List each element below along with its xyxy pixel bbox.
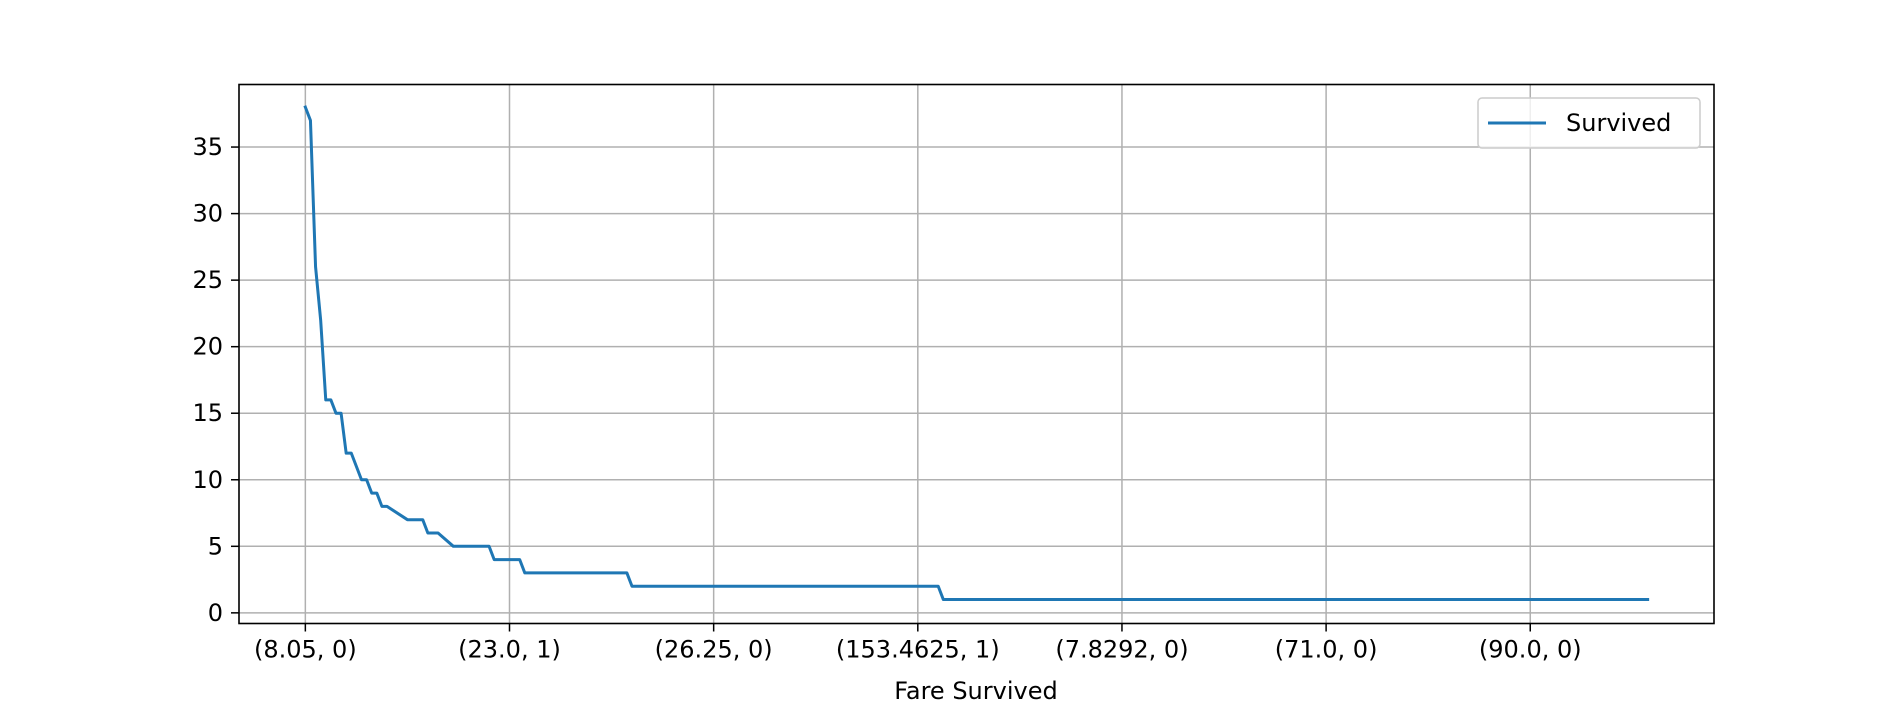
legend-label: Survived <box>1566 109 1671 137</box>
y-tick-label: 15 <box>192 399 223 427</box>
series-layer <box>303 105 1650 602</box>
y-tick-label: 30 <box>192 200 223 228</box>
x-tick-label: (7.8292, 0) <box>1055 636 1188 664</box>
y-tick-label: 25 <box>192 266 223 294</box>
legend: Survived <box>1477 97 1701 149</box>
x-tick-label: (153.4625, 1) <box>836 636 1000 664</box>
y-tick-label: 0 <box>208 599 223 627</box>
legend-box <box>1477 97 1701 149</box>
tick-layer: (8.05, 0) (23.0, 1) (26.25, 0) (153.4625, 1… <box>192 133 1581 663</box>
y-tick-label: 20 <box>192 333 223 361</box>
x-tick-label: (26.25, 0) <box>655 636 773 664</box>
x-tick-label: (23.0, 1) <box>458 636 561 664</box>
y-tick-label: 35 <box>192 133 223 161</box>
x-axis-label: Fare Survived <box>894 677 1057 700</box>
plot-frame <box>238 83 1715 625</box>
x-tick-label: (8.05, 0) <box>254 636 357 664</box>
y-tick-label: 10 <box>192 466 223 494</box>
x-tick-label: (90.0, 0) <box>1479 636 1582 664</box>
x-tick-label: (71.0, 0) <box>1275 636 1378 664</box>
y-tick-label: 5 <box>208 532 223 560</box>
series-line-survived <box>303 105 1650 602</box>
